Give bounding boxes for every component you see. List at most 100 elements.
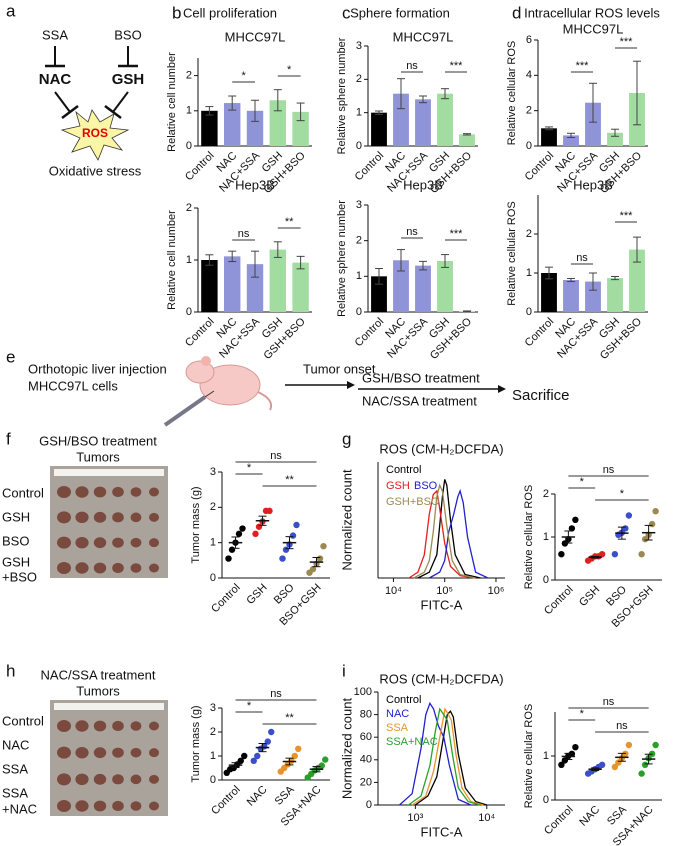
tumor <box>149 538 159 548</box>
y-tick-label: 0 <box>186 306 192 318</box>
y-tick-label: 2 <box>210 726 216 738</box>
tumor <box>149 512 159 522</box>
tumor <box>112 774 124 785</box>
bar <box>607 278 623 312</box>
bar <box>585 102 601 146</box>
arrow-head <box>498 385 506 393</box>
x-tick-label: Control <box>523 316 557 350</box>
legend-entry: Control <box>386 694 421 706</box>
data-point <box>558 551 565 558</box>
chart-title: Hep3B <box>235 177 275 192</box>
significance-label: *** <box>620 36 634 48</box>
y-axis-label: Normalized count <box>339 469 354 571</box>
data-point <box>561 757 569 764</box>
workflow-text: Orthotopic liver injection <box>28 361 167 376</box>
y-tick-label: 1 <box>210 537 216 549</box>
panel-letter: d <box>512 3 521 22</box>
significance-label: ** <box>285 712 294 724</box>
tumor <box>93 537 107 549</box>
x-tick-label: Control <box>183 150 217 184</box>
data-point <box>252 530 259 538</box>
data-point <box>318 762 325 769</box>
tumor <box>75 562 89 574</box>
bar <box>541 273 557 312</box>
y-tick-label: 2 <box>526 228 532 240</box>
significance-label: ns <box>270 450 282 462</box>
panel-letter: e <box>6 347 15 366</box>
photo-subtitle: Tumors <box>76 449 120 464</box>
mouse-head <box>185 360 215 384</box>
tumor <box>149 721 159 731</box>
tumor <box>130 512 142 523</box>
y-axis-label: Relative cellular ROS <box>523 485 535 590</box>
x-tick-label: NAC <box>245 784 270 809</box>
data-point <box>254 752 261 760</box>
y-tick-label: 100 <box>354 686 372 698</box>
x-tick-label: Control <box>183 316 217 350</box>
inhibit-line <box>112 91 129 113</box>
y-tick-label: 1 <box>356 270 362 282</box>
data-point <box>228 546 236 553</box>
data-point <box>250 757 257 764</box>
significance-label: ns <box>576 252 588 264</box>
y-tick-label: 3 <box>356 40 362 52</box>
bar <box>541 128 557 146</box>
y-tick-label: 3 <box>356 199 362 211</box>
tumor <box>112 747 124 758</box>
panel-letter: c <box>342 3 351 22</box>
x-axis-label: FITC-A <box>421 597 463 612</box>
x-tick-label: Control <box>542 584 576 618</box>
y-axis-label: Relative cellular ROS <box>506 41 518 146</box>
needle <box>204 390 215 398</box>
workflow-step: Tumor onset <box>303 361 376 376</box>
tumor <box>57 746 71 759</box>
y-tick-label: 0 <box>186 140 192 152</box>
data-point <box>572 516 579 523</box>
tumor <box>93 486 107 498</box>
bar <box>223 256 241 312</box>
tumor <box>112 512 124 523</box>
x-tick-label: 10³ <box>407 812 423 824</box>
y-axis-label: Relative cellular ROS <box>506 201 518 306</box>
y-tick-label: 6 <box>526 34 532 46</box>
photo-title: GSH/BSO treatment <box>39 433 157 448</box>
x-tick-label: Control <box>523 150 557 184</box>
data-point <box>268 728 275 736</box>
y-axis-label: Tumor mass (g) <box>190 705 202 782</box>
tumor <box>75 746 89 759</box>
bar <box>292 111 309 146</box>
tumor <box>149 487 159 497</box>
data-point <box>652 741 659 749</box>
row-label: GSH <box>2 509 30 524</box>
significance-label: ns <box>238 228 250 240</box>
y-tick-label: 0 <box>356 306 362 318</box>
panel-letter: g <box>342 429 351 448</box>
tumor <box>130 487 142 497</box>
tumor <box>112 486 124 498</box>
tumor <box>112 800 124 812</box>
panel-letter: f <box>6 429 11 448</box>
bar <box>393 93 409 146</box>
significance-label: * <box>287 64 292 76</box>
tumor <box>149 563 159 573</box>
tumor <box>112 562 124 574</box>
y-tick-label: 2 <box>210 501 216 513</box>
tumor <box>75 536 89 549</box>
chart-title: MHCC97L <box>225 29 286 44</box>
data-point <box>266 507 273 515</box>
significance-label: ns <box>270 688 282 700</box>
data-point <box>289 532 297 539</box>
x-tick-label: NAC <box>577 804 602 829</box>
data-point <box>241 752 248 760</box>
y-tick-label: 2 <box>356 235 362 247</box>
legend-entry: SSA <box>386 722 409 734</box>
y-tick-label: 2 <box>526 105 532 117</box>
data-point <box>641 535 649 543</box>
photo-title: NAC/SSA treatment <box>41 667 156 682</box>
tumor <box>130 721 142 731</box>
bar <box>201 110 218 146</box>
significance-label: * <box>247 462 252 474</box>
row-label: BSO <box>2 533 29 548</box>
data-point <box>611 551 619 558</box>
